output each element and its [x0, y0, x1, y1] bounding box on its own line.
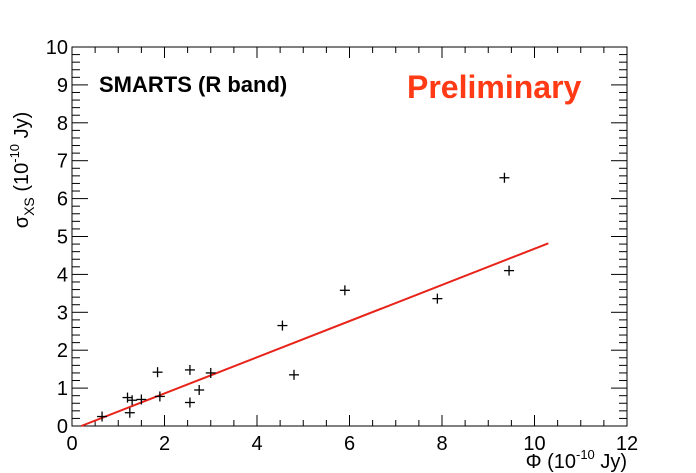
y-axis-title-mid: (10 [11, 163, 33, 197]
x-tick-label: 12 [616, 433, 638, 455]
data-point [122, 392, 133, 403]
y-axis-title-main: σ [11, 215, 33, 228]
x-tick-label: 2 [159, 433, 170, 455]
data-point [499, 172, 510, 183]
x-tick-label: 10 [523, 433, 545, 455]
data-point [184, 364, 195, 375]
data-point [194, 384, 205, 395]
y-tick-label: 0 [57, 416, 68, 438]
data-point [97, 411, 108, 422]
data-point [205, 367, 216, 378]
y-tick-label: 3 [57, 302, 68, 324]
data-points [97, 172, 515, 422]
y-axis-title-tail: Jy) [11, 112, 33, 144]
data-point [432, 293, 443, 304]
y-tick-label: 1 [57, 378, 68, 400]
x-axis-title-tail: Jy) [595, 451, 627, 473]
data-point [136, 394, 147, 405]
y-tick-label: 8 [57, 113, 68, 135]
data-point [152, 367, 163, 378]
x-tick-label: 0 [66, 433, 77, 455]
y-axis-title-sub: XS [21, 197, 37, 216]
x-tick-label: 8 [436, 433, 447, 455]
y-tick-label: 10 [46, 37, 68, 59]
y-tick-label: 5 [57, 227, 68, 249]
axis-ticks [71, 46, 628, 427]
chart-title: SMARTS (R band) [99, 72, 287, 97]
x-axis-title-main: Φ (10 [526, 451, 576, 473]
y-tick-label: 2 [57, 340, 68, 362]
preliminary-label: Preliminary [407, 69, 582, 105]
x-tick-label: 6 [344, 433, 355, 455]
y-axis-title: σXS (10-10 Jy) [7, 112, 37, 229]
y-tick-label: 4 [57, 264, 68, 286]
y-tick-label: 9 [57, 75, 68, 97]
y-axis-title-exp: -10 [7, 144, 22, 163]
data-point [184, 397, 195, 408]
data-point [277, 320, 288, 331]
x-axis-title-exp: -10 [576, 447, 595, 462]
data-point [127, 395, 138, 406]
data-point [124, 407, 135, 418]
fit-line [80, 242, 549, 427]
x-axis-title: Φ (10-10 Jy) [526, 447, 627, 473]
data-point [339, 285, 350, 296]
data-point [154, 391, 165, 402]
y-tick-label: 7 [57, 151, 68, 173]
data-point [504, 265, 515, 276]
y-tick-label: 6 [57, 189, 68, 211]
x-tick-label: 4 [251, 433, 262, 455]
data-point [289, 369, 299, 380]
